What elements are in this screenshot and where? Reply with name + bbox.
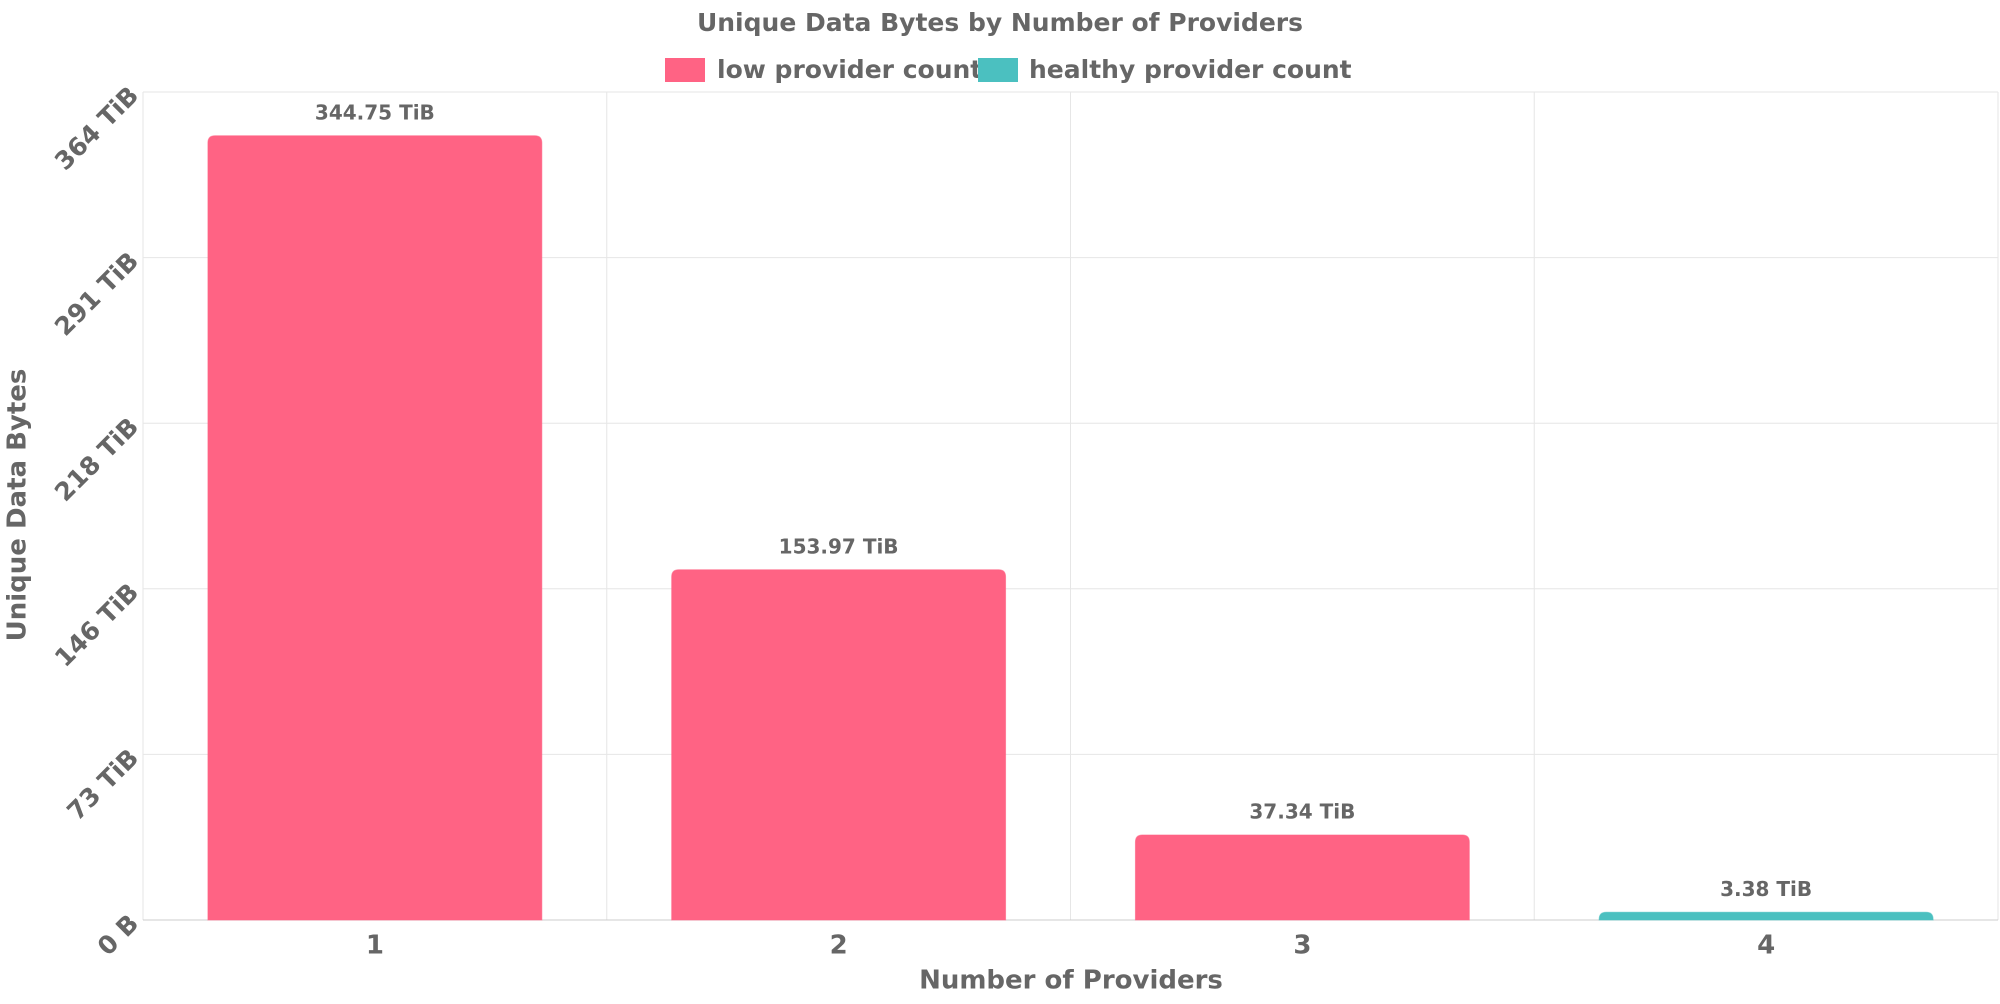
- value-label: 344.75 TiB: [315, 100, 435, 124]
- y-tick-label: 364 TiB: [49, 81, 144, 176]
- y-axis-title: Unique Data Bytes: [3, 369, 33, 642]
- bar: [1598, 911, 1934, 921]
- y-tick-label: 0 B: [92, 909, 144, 961]
- y-tick-label: 218 TiB: [49, 412, 144, 507]
- x-tick-label: 1: [366, 931, 384, 961]
- legend-swatch: [978, 58, 1018, 82]
- y-tick-label: 291 TiB: [49, 246, 144, 341]
- x-axis-title: Number of Providers: [919, 966, 1223, 996]
- x-tick-label: 3: [1293, 931, 1311, 961]
- legend-swatch: [665, 58, 705, 82]
- value-label: 153.97 TiB: [779, 534, 899, 558]
- x-tick-label: 2: [830, 931, 848, 961]
- bar: [671, 569, 1007, 921]
- legend-label: healthy provider count: [1029, 55, 1352, 84]
- bar: [1134, 834, 1470, 921]
- chart-title: Unique Data Bytes by Number of Providers: [697, 8, 1303, 37]
- y-tick-label: 73 TiB: [61, 743, 144, 826]
- bar: [207, 135, 543, 921]
- y-tick-label: 146 TiB: [49, 577, 144, 672]
- value-label: 3.38 TiB: [1720, 877, 1812, 901]
- x-tick-label: 4: [1757, 931, 1775, 961]
- legend-label: low provider count: [717, 55, 982, 84]
- value-label: 37.34 TiB: [1249, 800, 1355, 824]
